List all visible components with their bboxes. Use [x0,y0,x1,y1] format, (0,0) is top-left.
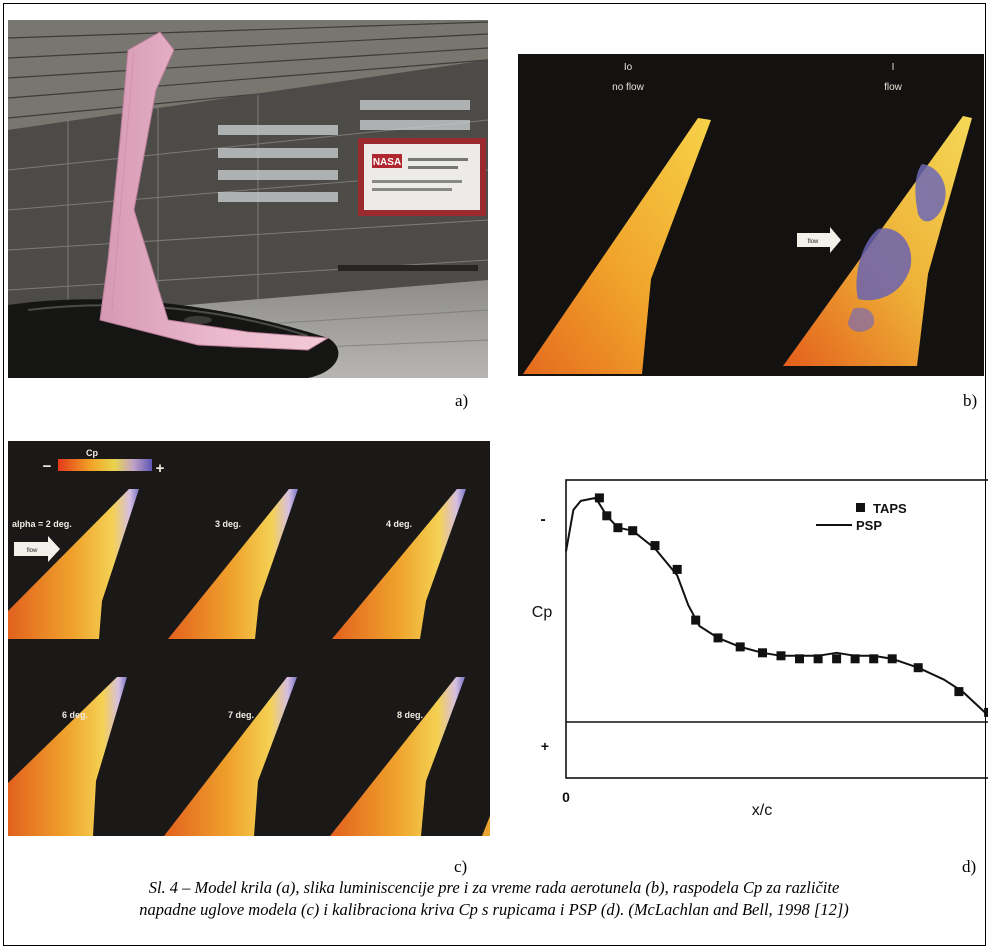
caption-line-1: Sl. 4 – Model krila (a), slika luminisce… [148,878,840,897]
svg-text:flow: flow [27,548,38,554]
taps-point [672,564,682,574]
taps-point [850,654,860,664]
legend-taps-label: TAPS [873,501,907,516]
wing-alpha-3 [168,489,298,639]
taps-point [832,654,842,664]
panel-a-photo: NASA a) [8,20,488,378]
x-axis-label: x/c [752,802,772,819]
taps-point [594,493,604,503]
taps-point [913,663,923,673]
chart-legend: TAPS PSP [816,501,907,533]
wing-label-7: 7 deg. [228,710,254,720]
wing-label-alpha-2: alpha = 2 deg. [12,519,72,529]
cp-color-bar [58,459,152,471]
wing-no-flow [523,118,711,374]
caption-line-2: napadne uglove modela (c) i kalibraciona… [139,900,849,919]
flow-arrow: flow [797,227,841,253]
taps-point [602,511,612,521]
taps-point [691,615,701,625]
legend-psp-label: PSP [856,518,882,533]
taps-point [954,687,964,697]
panel-c-label: c) [454,857,468,876]
taps-point [813,654,823,664]
wing-alpha-2 [8,489,139,639]
y-axis-label: Cp [532,604,553,621]
panel-a-label-outer: a) [455,391,469,410]
svg-text:flow: flow [808,239,819,245]
no-flow-title: Io [624,62,633,73]
wing-alpha-7 [164,677,297,836]
taps-point [776,651,786,661]
cp-flow-arrow: flow [14,536,60,562]
cp-legend-title: Cp [86,448,98,458]
cp-calibration-chart: - + 0 Cp x/c TAPS PSP [532,479,988,819]
flow-subtitle: flow [884,82,903,93]
taps-point [650,541,660,551]
taps-point [758,648,767,658]
taps-point [795,654,804,664]
wing-label-6: 6 deg. [62,710,88,720]
wing-alpha-4 [332,489,466,639]
panel-b-label: b) [963,391,978,410]
cp-legend-plus: + [156,460,165,477]
taps-point [887,654,897,664]
wing-alpha-6 [8,677,127,836]
panel-d-chart: - + 0 Cp x/c TAPS PSP [518,470,988,840]
taps-point [628,526,638,536]
taps-point [735,642,745,652]
wing-label-8: 8 deg. [397,710,423,720]
taps-point [713,633,723,643]
panel-c-cp-angles: Cp − + flow alpha = 2 deg. 3 deg. 4 deg.… [8,441,490,836]
no-flow-subtitle: no flow [612,82,644,93]
x-tick-zero: 0 [562,789,570,805]
panel-b-luminescence: Io no flow I flow flow [518,54,984,376]
wing-label-4: 4 deg. [386,519,412,529]
flow-title: I [892,62,895,73]
legend-taps-marker [856,503,865,512]
wing-model-photo: NASA [8,20,488,378]
taps-point [613,523,623,533]
plot-frame [565,479,988,779]
figure-frame [3,3,986,946]
wing-label-3: 3 deg. [215,519,241,529]
cp-legend-minus: − [43,458,52,475]
taps-point [984,707,988,717]
y-tick-plus: + [541,738,549,754]
nasa-sign-text: NASA [373,157,401,168]
series-layer [565,493,988,718]
panel-d-label: d) [962,857,977,876]
y-tick-minus: - [540,511,545,528]
wing-alpha-8 [330,677,465,836]
taps-point [869,654,879,664]
figure-caption: Sl. 4 – Model krila (a), slika luminisce… [6,877,982,921]
